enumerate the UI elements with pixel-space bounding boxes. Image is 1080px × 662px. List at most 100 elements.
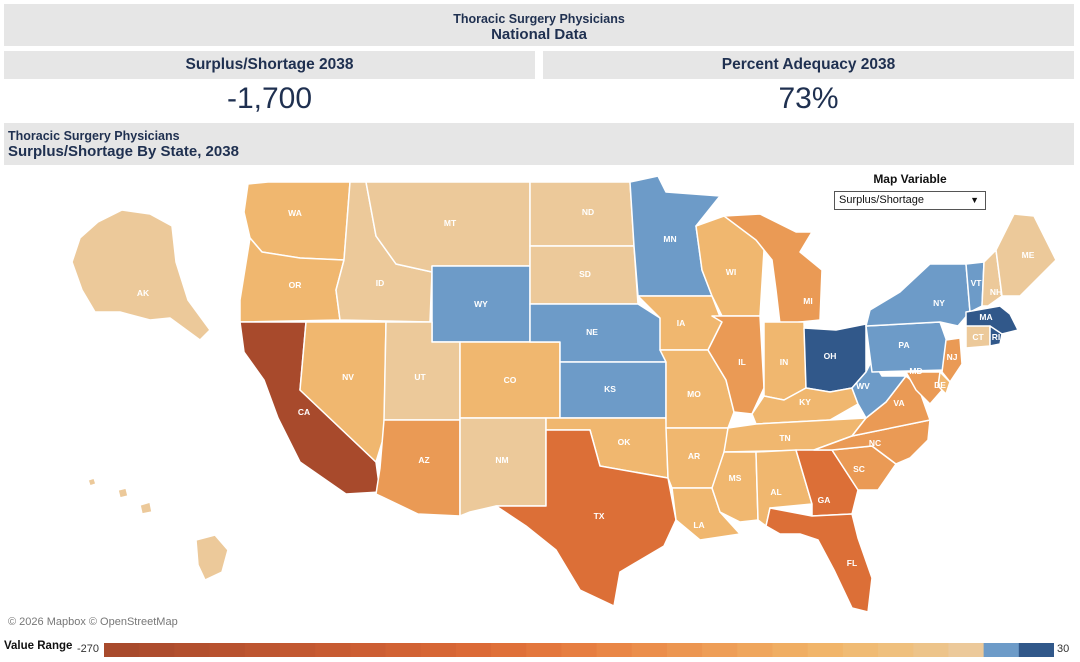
label-ut: UT [414,372,426,382]
kpi-surplus-label: Surplus/Shortage 2038 [185,56,354,73]
label-nd: ND [582,207,594,217]
legend-swatch [350,643,386,657]
state-de[interactable] [937,371,951,395]
legend-max: 30 [1057,643,1070,655]
label-pa: PA [898,340,909,350]
state-me[interactable] [995,213,1057,297]
label-vt: VT [971,278,983,288]
header-subtitle: Thoracic Surgery Physicians [453,12,625,26]
state-ak[interactable] [71,209,211,341]
legend-color-bar [104,643,1054,657]
legend-swatch [596,643,633,657]
label-tx: TX [594,511,605,521]
legend-swatch [174,643,211,657]
label-wv: WV [856,381,870,391]
label-nv: NV [342,372,354,382]
kpi-adequacy-label: Percent Adequacy 2038 [721,56,896,73]
label-wi: WI [726,267,736,277]
legend-swatch [702,643,738,657]
label-wy: WY [474,299,488,309]
label-ar: AR [688,451,700,461]
legend-swatch [807,643,844,657]
label-mi: MI [803,296,812,306]
state-md[interactable] [905,371,945,405]
label-de: DE [934,380,946,390]
label-ok: OK [618,437,632,447]
legend-swatch [385,643,422,657]
legend-label: Value Range [4,640,73,652]
us-choropleth-map[interactable]: AK WA OR CA NV ID MT WY UT AZ CO NM ND S… [0,168,1080,633]
legend-swatch [526,643,562,657]
label-mn: MN [663,234,676,244]
state-fl[interactable] [765,507,873,613]
legend-swatch [913,643,949,657]
kpi-surplus-value: -1,700 [226,82,313,115]
section-title: Surplus/Shortage By State, 2038 [8,143,239,160]
label-fl: FL [847,558,857,568]
label-ga: GA [818,495,831,505]
legend-swatch [315,643,351,657]
label-sc: SC [853,464,865,474]
label-ca: CA [298,407,310,417]
state-tx[interactable] [495,429,677,607]
legend-swatch [772,643,809,657]
legend-swatch [279,643,316,657]
label-ks: KS [604,384,616,394]
label-nj: NJ [947,352,958,362]
label-ia: IA [677,318,686,328]
map-variable-select[interactable]: Surplus/Shortage ▼ [834,191,986,210]
label-al: AL [770,487,781,497]
legend-swatch [737,643,774,657]
state-nv[interactable] [299,321,387,463]
state-nm[interactable] [459,417,547,517]
label-nm: NM [495,455,508,465]
legend-swatch [983,643,1020,657]
legend-swatch [1018,643,1054,657]
legend-swatch [139,643,175,657]
state-wa[interactable] [243,181,351,261]
label-va: VA [893,398,904,408]
section-banner: Thoracic Surgery Physicians Surplus/Shor… [4,123,1074,165]
header-title: National Data [491,26,587,43]
legend-swatch [948,643,985,657]
label-nc: NC [869,438,881,448]
label-ri: RI [992,332,1001,342]
state-hi[interactable] [87,477,229,581]
state-mi[interactable] [723,213,823,325]
label-mt: MT [444,218,457,228]
label-ma: MA [979,312,992,322]
legend-min: -270 [77,643,100,655]
state-ny[interactable] [865,263,971,327]
label-il: IL [738,357,746,367]
legend-swatch [420,643,457,657]
kpi-adequacy-value: 73% [778,82,839,115]
map-variable-control: Map Variable Surplus/Shortage ▼ [834,172,986,210]
legend-swatch [104,643,140,657]
map-variable-selected: Surplus/Shortage [839,194,924,206]
label-ms: MS [729,473,742,483]
state-az[interactable] [375,419,461,517]
state-il[interactable] [707,315,765,415]
legend-swatch [244,643,281,657]
legend-swatch [631,643,668,657]
state-wv[interactable] [851,359,907,419]
label-co: CO [504,375,517,385]
state-nj[interactable] [941,337,963,383]
legend-swatch [209,643,246,657]
label-in: IN [780,357,789,367]
label-ny: NY [933,298,945,308]
kpi-surplus-header: Surplus/Shortage 2038 [4,51,535,79]
label-wa: WA [288,208,302,218]
label-mo: MO [687,389,701,399]
label-ky: KY [799,397,811,407]
label-or: OR [289,280,302,290]
label-tn: TN [779,433,790,443]
map-variable-label: Map Variable [873,172,947,186]
label-me: ME [1022,250,1035,260]
label-ne: NE [586,327,598,337]
legend-swatch [666,643,703,657]
label-id: ID [376,278,385,288]
state-nh[interactable] [981,249,1003,307]
label-az: AZ [418,455,429,465]
state-ri[interactable] [989,325,1003,347]
